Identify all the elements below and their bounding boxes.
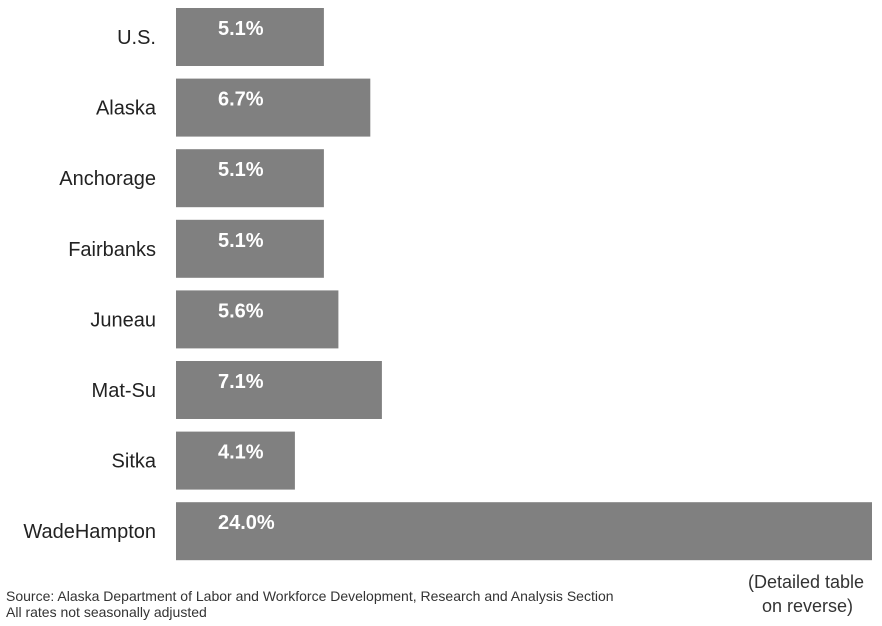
category-label: Fairbanks <box>68 239 156 261</box>
value-label: 5.1% <box>218 18 264 40</box>
category-label: Juneau <box>90 309 156 331</box>
value-label: 6.7% <box>218 89 264 111</box>
bar-mat-su <box>176 361 382 419</box>
detailed-table-note-line1: (Detailed table <box>748 572 865 592</box>
bars-layer: U.S. 5.1% Alaska 6.7% Anchorage 5.1% Fairbanks… <box>23 8 872 561</box>
unemployment-bar-chart: U.S. 5.1% Alaska 6.7% Anchorage 5.1% Fairbanks… <box>23 8 872 561</box>
value-label: 7.1% <box>218 371 264 393</box>
bar-sitka <box>176 431 295 490</box>
detailed-table-note-line2: on reverse) <box>762 596 854 616</box>
bar-wadehampton <box>176 502 872 561</box>
value-label: 4.1% <box>218 442 264 464</box>
category-label: Alaska <box>96 98 157 120</box>
value-label: 5.6% <box>218 300 264 322</box>
bar-anchorage <box>176 149 324 208</box>
footnote-text: All rates not seasonally adjusted <box>6 604 207 620</box>
category-label: Sitka <box>112 451 157 473</box>
category-label: WadeHampton <box>23 521 156 543</box>
bar-fairbanks <box>176 219 324 278</box>
category-label: Mat-Su <box>92 380 156 402</box>
bar-alaska <box>176 78 371 137</box>
chart-footer: Source: Alaska Department of Labor and W… <box>6 588 614 620</box>
bar-juneau <box>176 290 339 349</box>
category-label: U.S. <box>117 27 156 49</box>
source-text: Source: Alaska Department of Labor and W… <box>6 588 614 604</box>
detailed-table-note: (Detailed table on reverse) <box>748 570 882 618</box>
value-label: 24.0% <box>218 512 275 534</box>
category-label: Anchorage <box>59 168 156 190</box>
value-label: 5.1% <box>218 230 264 252</box>
value-label: 5.1% <box>218 159 264 181</box>
bar-u-s- <box>176 8 324 66</box>
